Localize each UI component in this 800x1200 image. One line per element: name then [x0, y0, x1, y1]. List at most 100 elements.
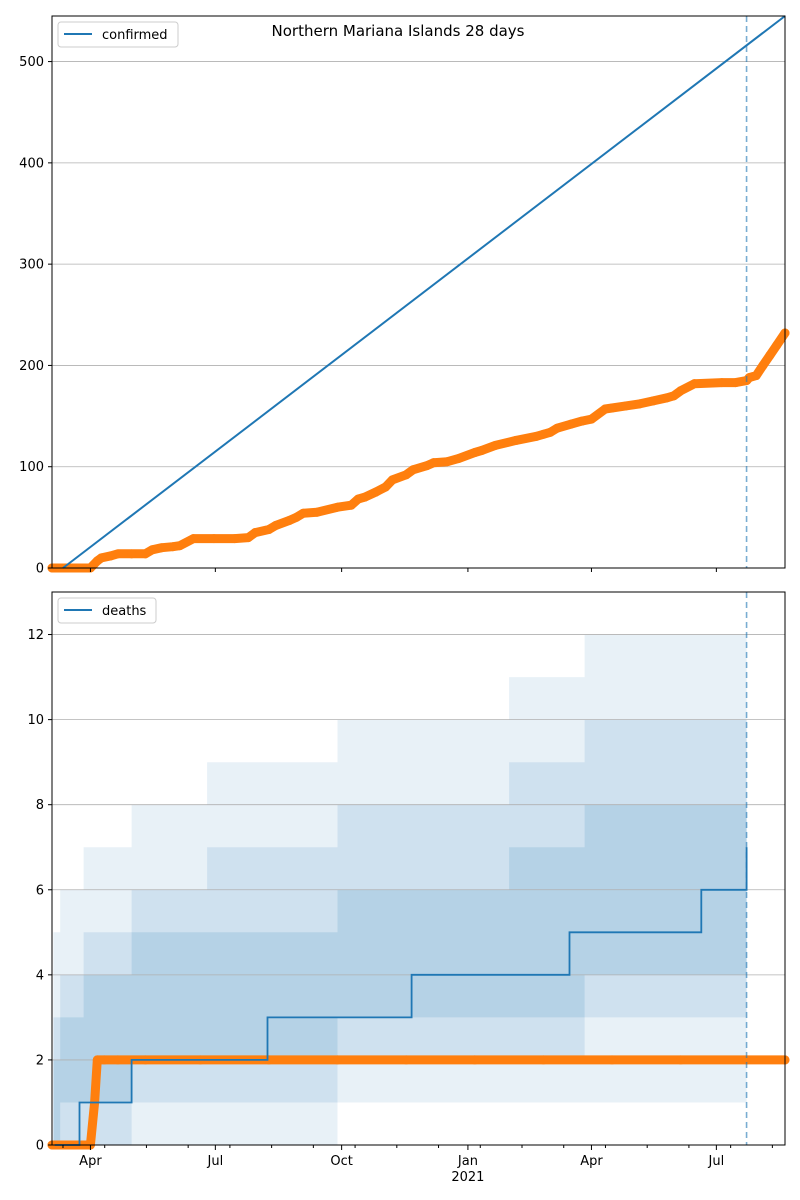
confirmed-legend: confirmed	[57, 21, 179, 48]
deaths-y-tick-label: 0	[36, 1139, 44, 1154]
deaths-legend-box	[57, 597, 157, 624]
deaths-y-tick-label: 12	[27, 628, 44, 643]
deaths-series	[47, 592, 790, 1150]
deaths-observed-point	[113, 1055, 123, 1065]
confirmed-observed-point	[731, 378, 741, 388]
confirmed-observed-point	[676, 386, 686, 396]
confirmed-observed-point	[607, 403, 617, 413]
deaths-observed-point	[538, 1055, 548, 1065]
confirmed-observed-point	[772, 340, 782, 350]
confirmed-observed-point	[168, 542, 178, 552]
confirmed-observed-point	[96, 553, 106, 563]
confirmed-series	[47, 15, 790, 573]
confirmed-y-tick-label: 400	[19, 156, 44, 171]
confirmed-observed-point	[291, 512, 301, 522]
chart-title: Northern Mariana Islands 28 days	[272, 22, 525, 40]
confirmed-observed-point	[586, 414, 596, 424]
confirmed-observed-point	[751, 371, 761, 381]
deaths-y-axis: 0 2 4 6 8 10 12	[27, 628, 52, 1154]
confirmed-observed-point	[765, 350, 775, 360]
deaths-observed-point	[676, 1055, 686, 1065]
deaths-y-tick-label: 8	[36, 798, 44, 813]
deaths-y-tick-label: 6	[36, 883, 44, 898]
confirmed-y-tick-label: 200	[19, 359, 44, 374]
deaths-observed-point	[333, 1055, 343, 1065]
confirmed-observed-point	[422, 461, 432, 471]
deaths-x-tick-label: Apr	[79, 1154, 102, 1169]
confirmed-observed-point	[566, 419, 576, 429]
confirmed-observed-point	[360, 492, 370, 502]
confirmed-observed-point	[511, 435, 521, 445]
confirmed-observed-point	[381, 482, 391, 492]
deaths-plot-frame	[51, 591, 786, 1146]
confirmed-gridlines	[52, 61, 785, 468]
confirmed-observed-point	[243, 533, 253, 543]
confirmed-observed-point	[717, 378, 727, 388]
deaths-fit-step-line	[54, 847, 748, 1146]
confirmed-legend-box	[57, 21, 179, 48]
deaths-x-tick-label: Jan	[457, 1154, 478, 1169]
confirmed-observed-point	[538, 429, 548, 439]
confirmed-observed-point	[429, 458, 439, 468]
deaths-observed-point	[401, 1055, 411, 1065]
confirmed-observed-point	[264, 525, 274, 535]
deaths-x-tick-label: Jul	[207, 1154, 224, 1169]
confirmed-observed-point	[758, 360, 768, 370]
confirmed-observed-point	[147, 545, 157, 555]
confirmed-observed-point	[408, 465, 418, 475]
deaths-uncertainty-band	[53, 719, 747, 1145]
confirmed-y-tick-label: 0	[36, 562, 44, 577]
confirmed-observed-point	[401, 470, 411, 480]
deaths-observed-point	[607, 1055, 617, 1065]
confirmed-observed-point	[175, 541, 185, 551]
confirmed-observed-point	[230, 534, 240, 544]
confirmed-observed-point	[442, 457, 452, 467]
confirmed-y-tick-label: 500	[19, 55, 44, 70]
deaths-observed-point	[742, 1055, 752, 1065]
deaths-y-tick-label: 4	[36, 968, 44, 983]
confirmed-plot-frame	[51, 15, 786, 569]
deaths-y-tick-label: 2	[36, 1053, 44, 1068]
confirmed-observed-point	[346, 500, 356, 510]
confirmed-y-tick-label: 100	[19, 460, 44, 475]
confirmed-panel: 0 100 200 300 400 500 Northern Mariana Island…	[19, 15, 790, 577]
deaths-y-tick-label: 10	[27, 713, 44, 728]
confirmed-observed-point	[689, 379, 699, 389]
confirmed-observed-point	[188, 534, 198, 544]
confirmed-observed-point	[371, 487, 381, 497]
confirmed-observed-point	[113, 549, 123, 559]
confirmed-observed-point	[490, 440, 500, 450]
confirmed-y-tick-label: 300	[19, 258, 44, 273]
confirmed-observed-point	[250, 528, 260, 538]
deaths-legend: deaths	[57, 597, 157, 624]
confirmed-observed-point	[669, 391, 679, 401]
deaths-observed-point	[92, 1055, 102, 1065]
confirmed-observed-point	[106, 551, 116, 561]
confirmed-observed-point	[470, 448, 480, 458]
confirmed-observed-point	[453, 454, 463, 464]
deaths-x-tick-label: Jul	[708, 1154, 725, 1169]
deaths-observed-point	[99, 1055, 109, 1065]
confirmed-observed-point	[333, 502, 343, 512]
confirmed-x-axis	[89, 568, 717, 572]
confirmed-observed-point	[284, 515, 294, 525]
confirmed-observed-point	[600, 404, 610, 414]
confirmed-observed-point	[157, 543, 167, 553]
confirmed-observed-point	[545, 427, 555, 437]
confirmed-observed-point	[621, 401, 631, 411]
confirmed-observed-point	[532, 431, 542, 441]
confirmed-observed-point	[552, 423, 562, 433]
confirmed-observed-point	[662, 393, 672, 403]
confirmed-observed-point	[312, 507, 322, 517]
confirmed-observed-point	[648, 396, 658, 406]
confirmed-legend-label: confirmed	[102, 28, 168, 43]
confirmed-observed-point	[387, 475, 397, 485]
confirmed-observed-point	[634, 399, 644, 409]
deaths-legend-label: deaths	[102, 604, 147, 619]
confirmed-observed-point	[140, 549, 150, 559]
deaths-observed-point	[470, 1055, 480, 1065]
deaths-x-tick-label: Oct	[330, 1154, 352, 1169]
